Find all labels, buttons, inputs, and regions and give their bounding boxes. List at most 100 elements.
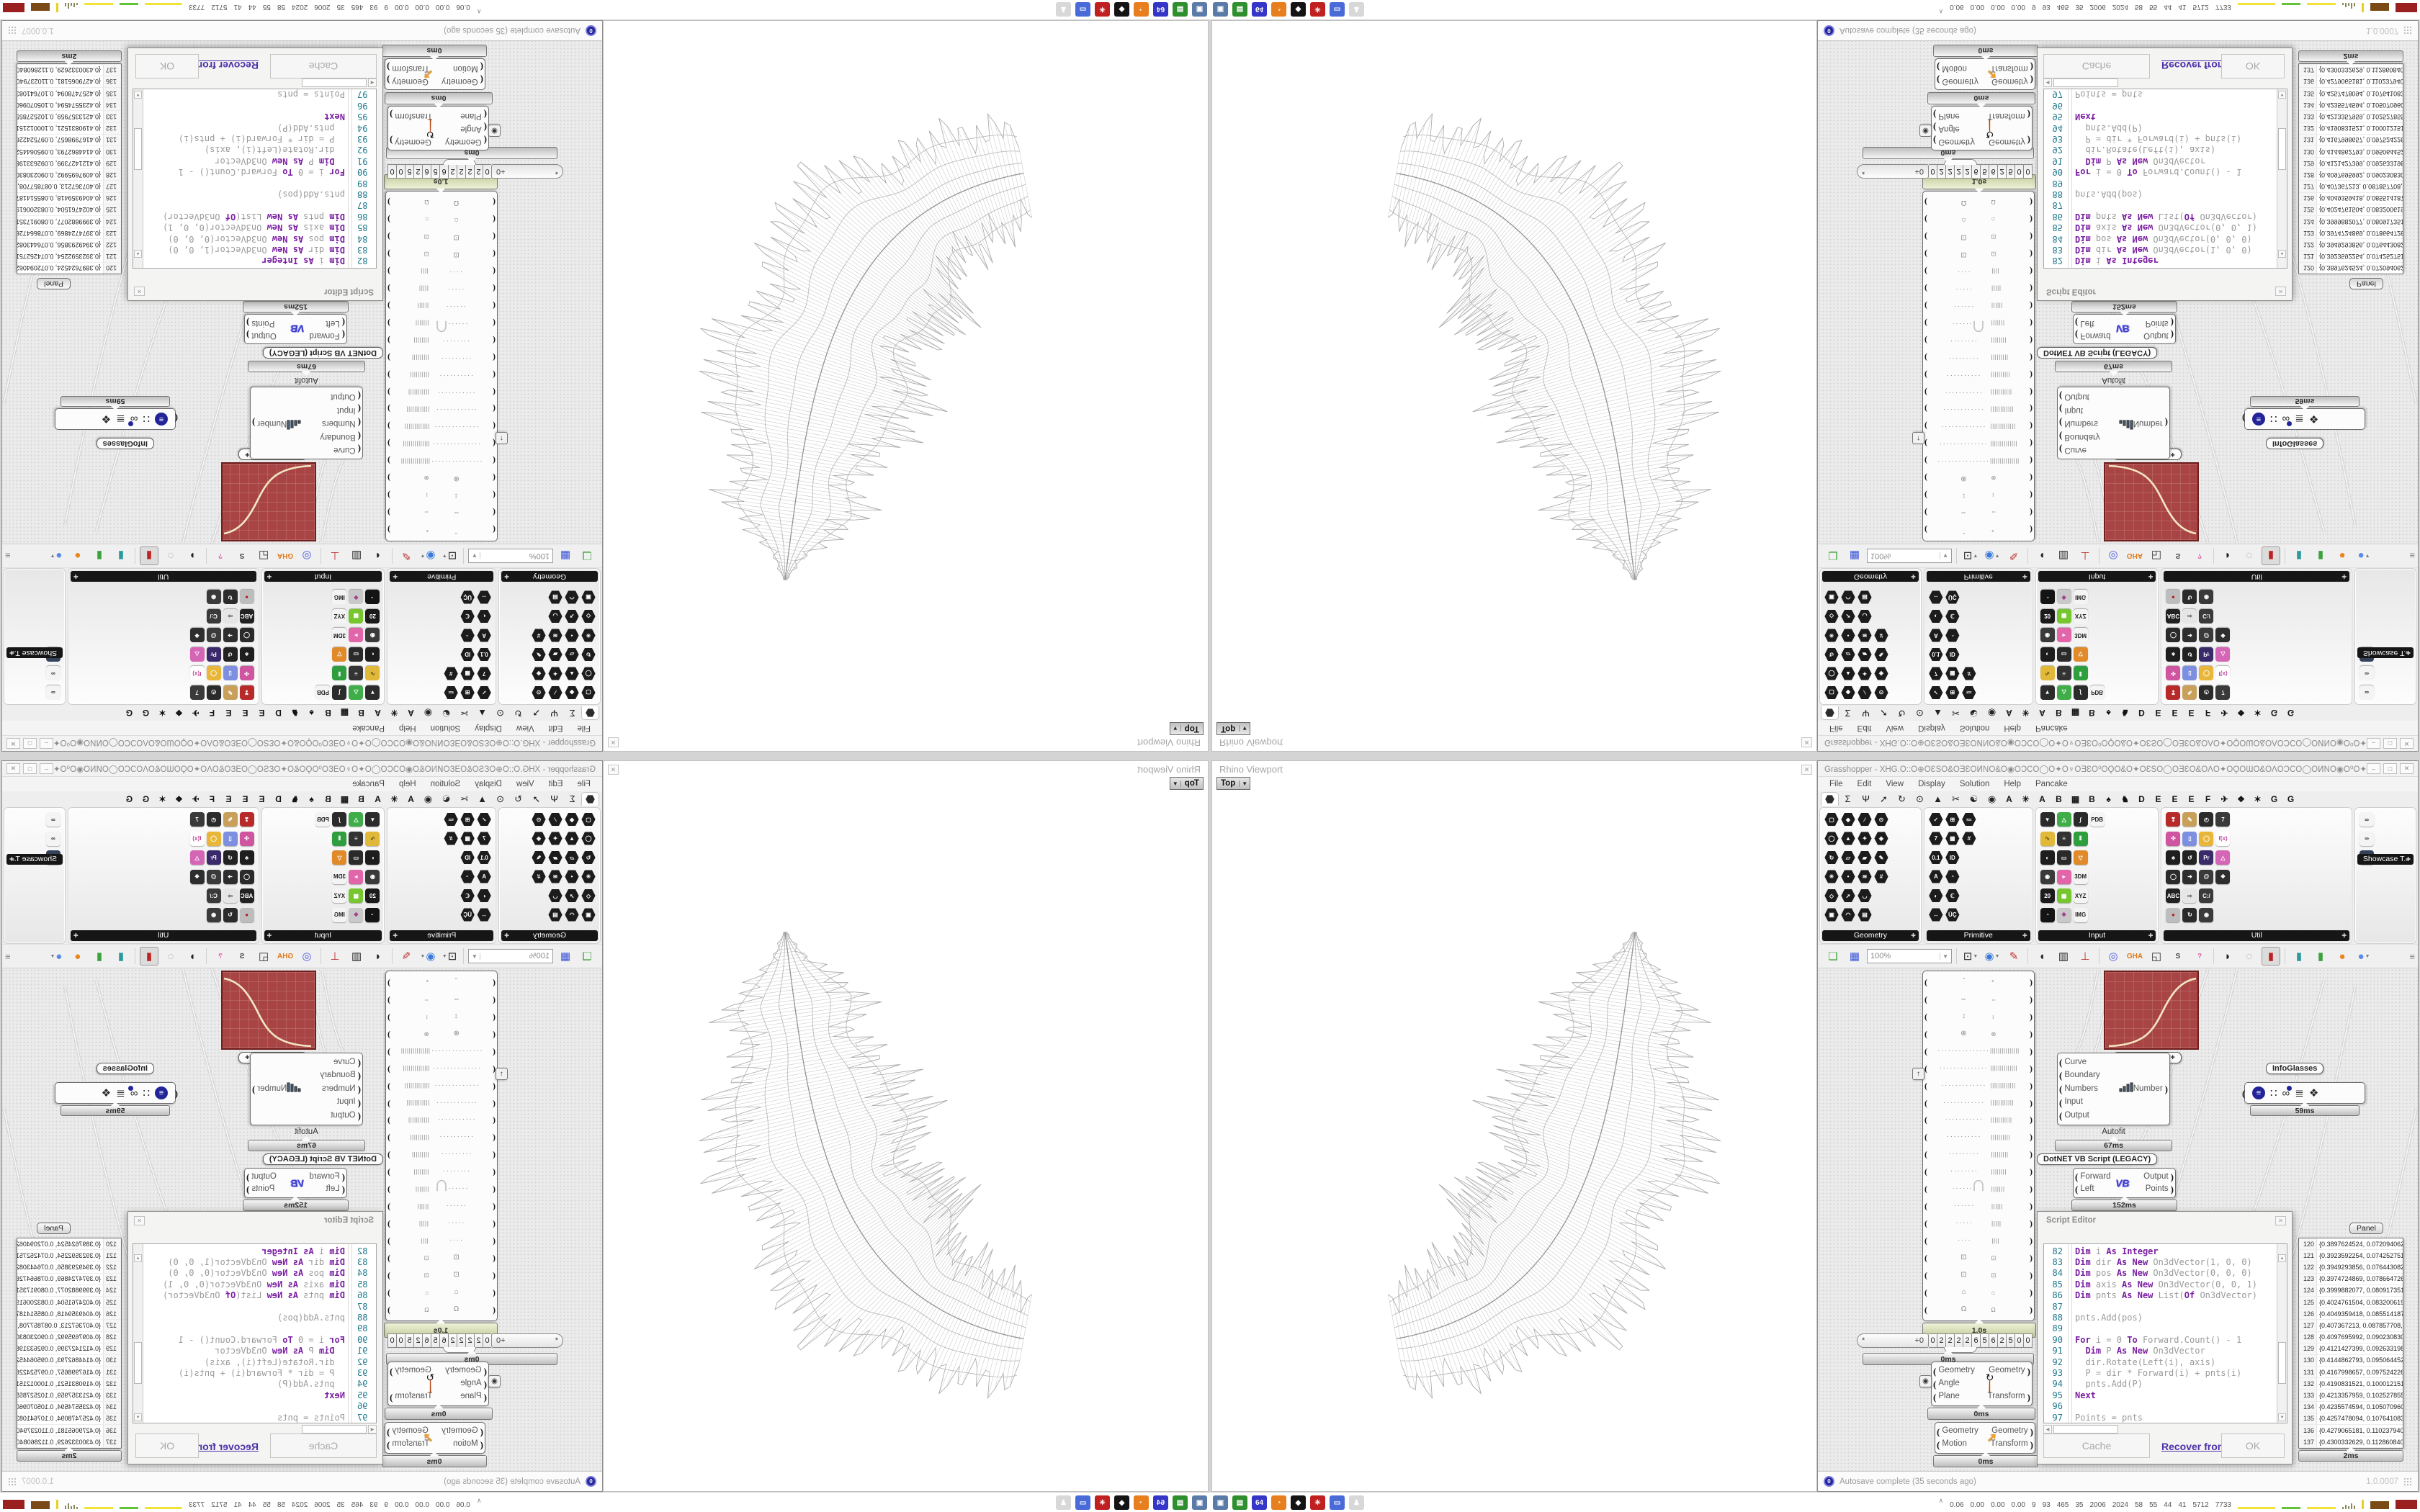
gha-button[interactable]: GHA — [276, 947, 295, 966]
input-import-icon[interactable]: ▼ — [2040, 812, 2055, 827]
green-material-button[interactable]: ▮ — [2311, 546, 2330, 565]
param-point-icon[interactable]: • — [565, 870, 579, 884]
output-socket[interactable]: ) — [387, 994, 391, 1004]
util-arrow-solid-icon[interactable]: ➜ — [2182, 869, 2197, 884]
param-id-icon[interactable]: # — [1874, 629, 1888, 643]
output-socket[interactable]: ) — [390, 135, 393, 147]
param-domain-icon[interactable]: ↔ — [477, 908, 491, 922]
angle-option-button[interactable]: ◉ — [1919, 125, 1932, 137]
tab-maths[interactable]: Σ — [569, 708, 575, 719]
panel-expand-icon[interactable]: ✚ — [393, 573, 398, 580]
jump-up-button[interactable]: ↑ — [1912, 432, 1924, 444]
util-zip-icon[interactable]: ▯ — [223, 831, 238, 846]
util-zip-icon[interactable]: ▯ — [223, 666, 238, 681]
input-socket[interactable]: ( — [493, 490, 496, 501]
chevron-down-icon[interactable]: ▼ — [2365, 553, 2370, 559]
input-prism-icon[interactable]: △ — [2056, 812, 2071, 827]
zoom-extents-button[interactable]: ⊡ ▼ — [1961, 947, 1980, 966]
output-socket[interactable]: ) — [2027, 1365, 2030, 1377]
tab-plugin-16[interactable]: G — [142, 708, 150, 719]
input-socket[interactable]: ( — [1924, 525, 1927, 536]
menu-item-solution[interactable]: Solution — [430, 780, 461, 788]
input-pixels-icon[interactable]: ▦ — [349, 609, 364, 624]
output-socket[interactable]: ) — [2029, 249, 2033, 260]
puzzle-icon[interactable]: ❖ — [2308, 413, 2319, 426]
param-guid-icon[interactable]: ≔ — [444, 812, 458, 827]
param-brep-icon[interactable]: ◆ — [565, 812, 579, 827]
output-socket[interactable]: ) — [387, 1149, 391, 1160]
panel-label[interactable]: Primitive ✚ — [1926, 571, 2030, 582]
output-socket[interactable]: ) — [2029, 1218, 2033, 1229]
tab-plugin-12[interactable]: F — [209, 708, 215, 719]
output-socket[interactable]: ) — [387, 976, 391, 987]
tab-plugin-2[interactable]: A — [375, 793, 381, 804]
digit-cell[interactable]: 5 — [431, 1333, 439, 1348]
output-socket[interactable]: ) — [387, 1439, 390, 1450]
panel-expand-icon[interactable]: ✚ — [73, 573, 79, 580]
preview-mode-button[interactable]: ◉ ▼ — [418, 546, 437, 565]
util-flask-icon[interactable]: △ — [2215, 850, 2231, 865]
util-rec-icon[interactable]: ● — [2166, 590, 2181, 605]
input-socket[interactable]: ( — [493, 369, 496, 380]
util-fx-icon[interactable]: f(x) — [189, 666, 205, 681]
teal-material-button[interactable]: ▮ — [2290, 947, 2308, 966]
input-3dm-icon[interactable]: 3DM — [2073, 628, 2088, 643]
code-editor[interactable]: 82 Dim i As Integer 83 Dim dir As New On3dV… — [133, 1243, 377, 1423]
infoglasses-toolbar-button[interactable]: ◎ — [2104, 546, 2123, 565]
input-socket[interactable]: ( — [1924, 456, 1927, 467]
output-socket[interactable]: ) — [387, 387, 391, 397]
tab-plugin-14[interactable]: ❖ — [175, 708, 183, 719]
input-xyz-icon[interactable]: XYZ — [332, 888, 347, 903]
input-pixels-icon[interactable]: ▦ — [2056, 888, 2071, 903]
param-tag-icon[interactable]: ✎ — [1874, 851, 1888, 864]
axes-button[interactable]: ⊥ — [2076, 546, 2094, 565]
input-midi-icon[interactable]: ▸ — [2056, 628, 2071, 643]
tab-mesh[interactable]: ▲ — [1933, 793, 1942, 804]
param-text-icon[interactable]: A — [477, 870, 491, 884]
chevron-down-icon[interactable]: ▼ — [1940, 552, 1948, 559]
digit-cell[interactable]: 2 — [413, 1333, 422, 1348]
input-knob-icon[interactable]: ◉ — [365, 628, 380, 643]
util-hex-c-icon[interactable]: C:/ — [2199, 888, 2214, 903]
panel-component[interactable]: 120{0.3897624524, 0.072094062, 0.0}121{0… — [17, 63, 122, 274]
param-mesh-icon[interactable]: ▲ — [565, 667, 579, 681]
util-arrow-open-icon[interactable]: ⇨ — [223, 888, 238, 903]
gh-canvas[interactable]: ∩ (ˆ *)(⇔ ⇔)(↕ ↕)(⊗ ⊗)(··············· ||||||… — [1818, 41, 2418, 544]
input-layers-icon[interactable]: ≡ — [2056, 666, 2071, 681]
vb-script-component[interactable]: VB (Forward Output)(Left Points) — [244, 314, 347, 344]
display-capture-app[interactable]: ▣ — [1192, 2, 1207, 17]
input-socket[interactable]: ( — [357, 390, 361, 402]
input-socket[interactable]: ( — [2059, 1110, 2063, 1122]
speaker-button[interactable]: ▥ — [2054, 947, 2073, 966]
input-calendar-icon[interactable]: 20 — [2040, 888, 2055, 903]
gha-button[interactable]: GHA — [2125, 546, 2144, 565]
orange-ball-button[interactable]: ● — [68, 546, 87, 565]
input-socket[interactable]: ( — [341, 1171, 345, 1182]
param-line-icon[interactable]: ∕ — [1857, 685, 1872, 700]
scrollbar-thumb[interactable] — [2278, 127, 2286, 170]
tab-plugin-12[interactable]: F — [2205, 793, 2211, 804]
param-plane-icon[interactable]: ▱ — [1841, 647, 1855, 662]
tab-plugin-10[interactable]: E — [2172, 793, 2178, 804]
param-domain-icon[interactable]: ↔ — [1929, 908, 1943, 922]
stacked-params-component[interactable]: ∩ (ˆ *)(⇔ ⇔)(↕ ↕)(⊗ ⊗)(··············· ||||||… — [385, 191, 498, 541]
help-box-button[interactable]: ? — [211, 546, 230, 565]
param-surface-icon[interactable]: ◠ — [565, 590, 579, 605]
param-field-icon[interactable]: ✳ — [1824, 870, 1839, 883]
param-atom-icon[interactable]: ⊙ — [1874, 685, 1888, 700]
zoom-extents-button[interactable]: ⊡ ▼ — [1961, 546, 1980, 565]
param-guid-icon[interactable]: ≔ — [1962, 685, 1976, 700]
red-material-button[interactable]: ▮ — [2262, 546, 2280, 565]
param-group-icon[interactable]: ▣ — [1824, 908, 1839, 922]
scroll-down-icon[interactable]: ▼ — [134, 91, 142, 99]
viewport-camera-button[interactable]: Top ▼ — [1216, 777, 1251, 790]
param-mesh-icon[interactable]: ▲ — [1841, 667, 1855, 681]
tab-plugin-7[interactable]: ♞ — [2121, 793, 2129, 804]
digit-scroller-track[interactable]: * +0 — [491, 1333, 563, 1348]
input-gradient-icon[interactable]: ▽ — [332, 647, 347, 662]
digit-cell[interactable]: 0 — [2015, 164, 2024, 179]
output-socket[interactable]: ) — [390, 1391, 393, 1403]
util-hex-spiral-icon[interactable]: @ — [206, 628, 221, 643]
jack-button[interactable]: ◖ — [369, 947, 387, 966]
menu-item-solution[interactable]: Solution — [430, 724, 461, 732]
